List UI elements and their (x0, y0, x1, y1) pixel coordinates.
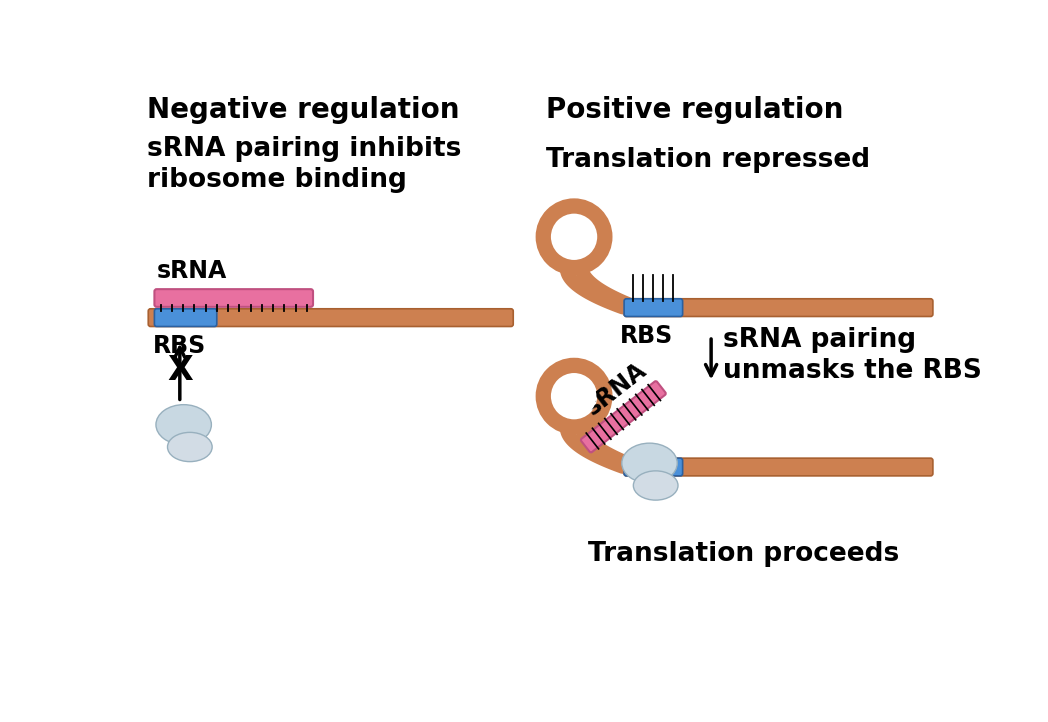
FancyBboxPatch shape (625, 299, 933, 316)
Text: Translation repressed: Translation repressed (546, 147, 870, 173)
FancyBboxPatch shape (154, 309, 217, 326)
Text: sRNA: sRNA (157, 259, 227, 283)
Text: Positive regulation: Positive regulation (546, 96, 843, 124)
Text: RBS: RBS (153, 334, 206, 358)
FancyBboxPatch shape (625, 458, 933, 476)
Ellipse shape (621, 443, 677, 483)
Ellipse shape (633, 471, 678, 500)
Text: RBS: RBS (620, 323, 674, 348)
Ellipse shape (156, 404, 212, 445)
Text: sRNA: sRNA (582, 358, 652, 420)
FancyBboxPatch shape (625, 458, 682, 476)
Text: sRNA pairing inhibits
ribosome binding: sRNA pairing inhibits ribosome binding (148, 136, 462, 193)
Text: Negative regulation: Negative regulation (148, 96, 460, 124)
Text: X: X (167, 354, 193, 386)
FancyBboxPatch shape (581, 381, 665, 453)
Circle shape (551, 214, 596, 259)
Ellipse shape (168, 432, 212, 461)
FancyBboxPatch shape (154, 289, 313, 307)
FancyBboxPatch shape (148, 309, 514, 326)
Text: Translation proceeds: Translation proceeds (588, 541, 899, 567)
Text: sRNA pairing
unmasks the RBS: sRNA pairing unmasks the RBS (723, 327, 982, 384)
Circle shape (551, 374, 596, 419)
FancyBboxPatch shape (625, 299, 682, 316)
